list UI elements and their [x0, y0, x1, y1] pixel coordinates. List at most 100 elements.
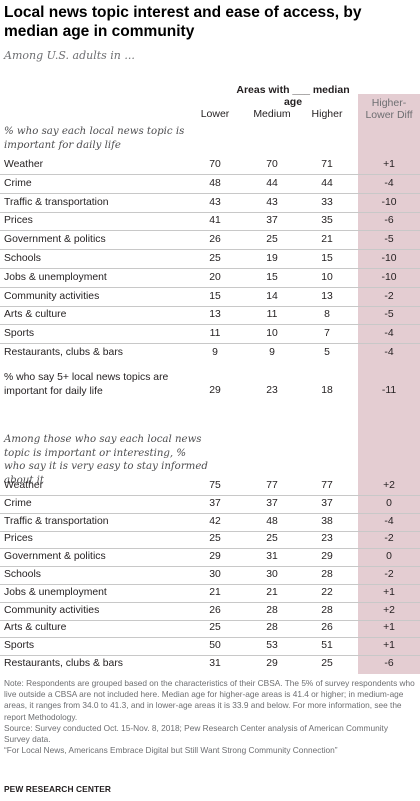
row-separator: [0, 343, 420, 345]
cell-value: 43: [266, 196, 278, 208]
report-title: “For Local News, Americans Embrace Digit…: [4, 745, 338, 756]
section-1-label: % who say each local news topic is impor…: [4, 126, 185, 151]
cell-diff: -4: [384, 177, 394, 189]
cell-value: 37: [266, 215, 278, 227]
row-label: Weather: [4, 159, 44, 170]
row-label: Sports: [4, 640, 35, 652]
source-text: Source: Survey conducted Oct. 15-Nov. 8,…: [4, 722, 388, 745]
cell-value: 30: [266, 569, 278, 580]
row-label: Jobs & unemployment: [4, 586, 107, 598]
cell-value: 77: [321, 480, 333, 491]
cell-diff: -5: [384, 234, 394, 246]
row-separator: [0, 512, 420, 514]
cell-value: 29: [321, 551, 333, 563]
row-separator: [0, 548, 420, 550]
section-2-label: Among those who say each local news topi…: [4, 434, 208, 486]
cell-value: 5: [324, 347, 330, 358]
chart-title: Local news topic interest and ease of ac…: [4, 4, 362, 40]
cell-value: 21: [266, 586, 278, 598]
cell-value: 70: [209, 159, 221, 170]
row-label: Crime: [4, 497, 32, 509]
cell-value: 28: [266, 622, 278, 634]
cell-diff: -4: [384, 347, 394, 358]
cell-value: 25: [209, 622, 221, 634]
cell-diff: -11: [381, 385, 397, 396]
cell-value: 19: [266, 253, 278, 264]
header-higher: Higher: [311, 108, 343, 120]
cell-diff: -5: [384, 309, 394, 321]
row-label: Arts & culture: [4, 622, 67, 634]
cell-value: 25: [321, 658, 333, 669]
cell-value: 25: [266, 234, 278, 246]
cell-value: 25: [209, 253, 221, 264]
row-separator: [0, 268, 420, 269]
row-label: Community activities: [4, 290, 100, 302]
row-label: Weather: [4, 480, 44, 491]
cell-value: 43: [209, 196, 221, 208]
cell-value: 30: [209, 569, 221, 580]
diff-column-highlight: [358, 94, 420, 674]
row-label: Schools: [4, 253, 41, 264]
row-separator: [0, 230, 420, 232]
cell-diff: -6: [384, 658, 394, 669]
row-label: Arts & culture: [4, 309, 67, 321]
cell-diff: +1: [383, 586, 395, 598]
row-5plus-label: % who say 5+ local news topics are impor…: [4, 372, 169, 397]
cell-value: 50: [209, 640, 221, 652]
cell-value: 51: [321, 640, 333, 652]
cell-diff: -10: [381, 253, 397, 264]
row-label: Government & politics: [4, 234, 106, 246]
cell-diff: 0: [386, 551, 392, 563]
cell-value: 22: [321, 586, 333, 598]
row-separator: [0, 655, 420, 657]
cell-value: 33: [321, 196, 333, 208]
cell-diff: -4: [384, 515, 394, 527]
cell-diff: 0: [386, 497, 392, 509]
row-separator: [0, 601, 420, 603]
cell-value: 7: [324, 328, 330, 340]
cell-value: 35: [321, 215, 333, 227]
cell-value: 8: [324, 309, 330, 321]
row-label: Schools: [4, 569, 41, 580]
cell-value: 10: [321, 271, 333, 283]
cell-value: 28: [266, 604, 278, 616]
cell-value: 53: [266, 640, 278, 652]
row-separator: [0, 495, 420, 496]
cell-value: 41: [209, 215, 221, 227]
cell-value: 42: [209, 515, 221, 527]
cell-diff: -2: [384, 290, 394, 302]
cell-diff: -10: [381, 271, 397, 283]
cell-diff: +2: [383, 604, 395, 616]
row-separator: [0, 174, 420, 175]
chart-notes: Note: Respondents are grouped based on t…: [4, 678, 416, 756]
row-label: Prices: [4, 533, 33, 545]
header-lower: Lower: [200, 108, 230, 120]
row-separator: [0, 192, 420, 194]
row-label: Prices: [4, 215, 33, 227]
row-label: Jobs & unemployment: [4, 271, 107, 283]
cell-value: 31: [209, 658, 221, 669]
header-group: Areas with ___ median age: [236, 84, 350, 108]
cell-diff: -6: [384, 215, 394, 227]
cell-value: 37: [266, 497, 278, 509]
row-separator: [0, 619, 420, 621]
row-label: Sports: [4, 328, 35, 340]
cell-value: 38: [321, 515, 333, 527]
cell-diff: -10: [381, 196, 397, 208]
cell-value: 20: [209, 271, 221, 283]
cell-value: 14: [266, 290, 278, 302]
cell-value: 25: [266, 533, 278, 545]
cell-value: 48: [266, 515, 278, 527]
note-text: Note: Respondents are grouped based on t…: [4, 678, 415, 722]
cell-diff: -2: [384, 533, 394, 545]
cell-value: 23: [321, 533, 333, 545]
row-separator: [0, 249, 420, 251]
row-label: Crime: [4, 177, 32, 189]
row-separator: [0, 286, 420, 288]
cell-value: 77: [266, 480, 278, 491]
chart-subtitle: Among U.S. adults in ...: [4, 49, 135, 62]
row-separator: [0, 305, 420, 307]
cell-value: 23: [266, 385, 278, 396]
row-separator: [0, 566, 420, 568]
row-label: Traffic & transportation: [4, 196, 109, 208]
